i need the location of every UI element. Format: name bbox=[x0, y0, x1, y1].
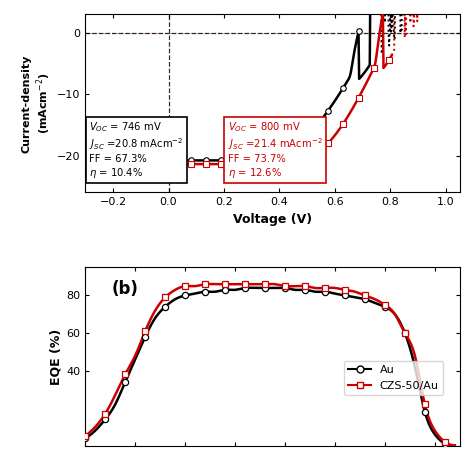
Text: $V_{OC}$ = 746 mV
$J_{SC}$ =20.8 mAcm$^{-2}$
FF = 67.3%
$\eta$ = 10.4%: $V_{OC}$ = 746 mV $J_{SC}$ =20.8 mAcm$^{… bbox=[89, 120, 183, 180]
Y-axis label: Current-density
(mAcm$^{-2}$): Current-density (mAcm$^{-2}$) bbox=[21, 54, 53, 153]
Y-axis label: EQE (%): EQE (%) bbox=[49, 328, 62, 384]
X-axis label: Voltage (V): Voltage (V) bbox=[233, 213, 312, 226]
Legend: Au, CZS-50/Au: Au, CZS-50/Au bbox=[344, 361, 443, 395]
Text: (b): (b) bbox=[111, 280, 138, 298]
Text: $V_{OC}$ = 800 mV
$J_{SC}$ =21.4 mAcm$^{-2}$
FF = 73.7%
$\eta$ = 12.6%: $V_{OC}$ = 800 mV $J_{SC}$ =21.4 mAcm$^{… bbox=[228, 120, 322, 180]
